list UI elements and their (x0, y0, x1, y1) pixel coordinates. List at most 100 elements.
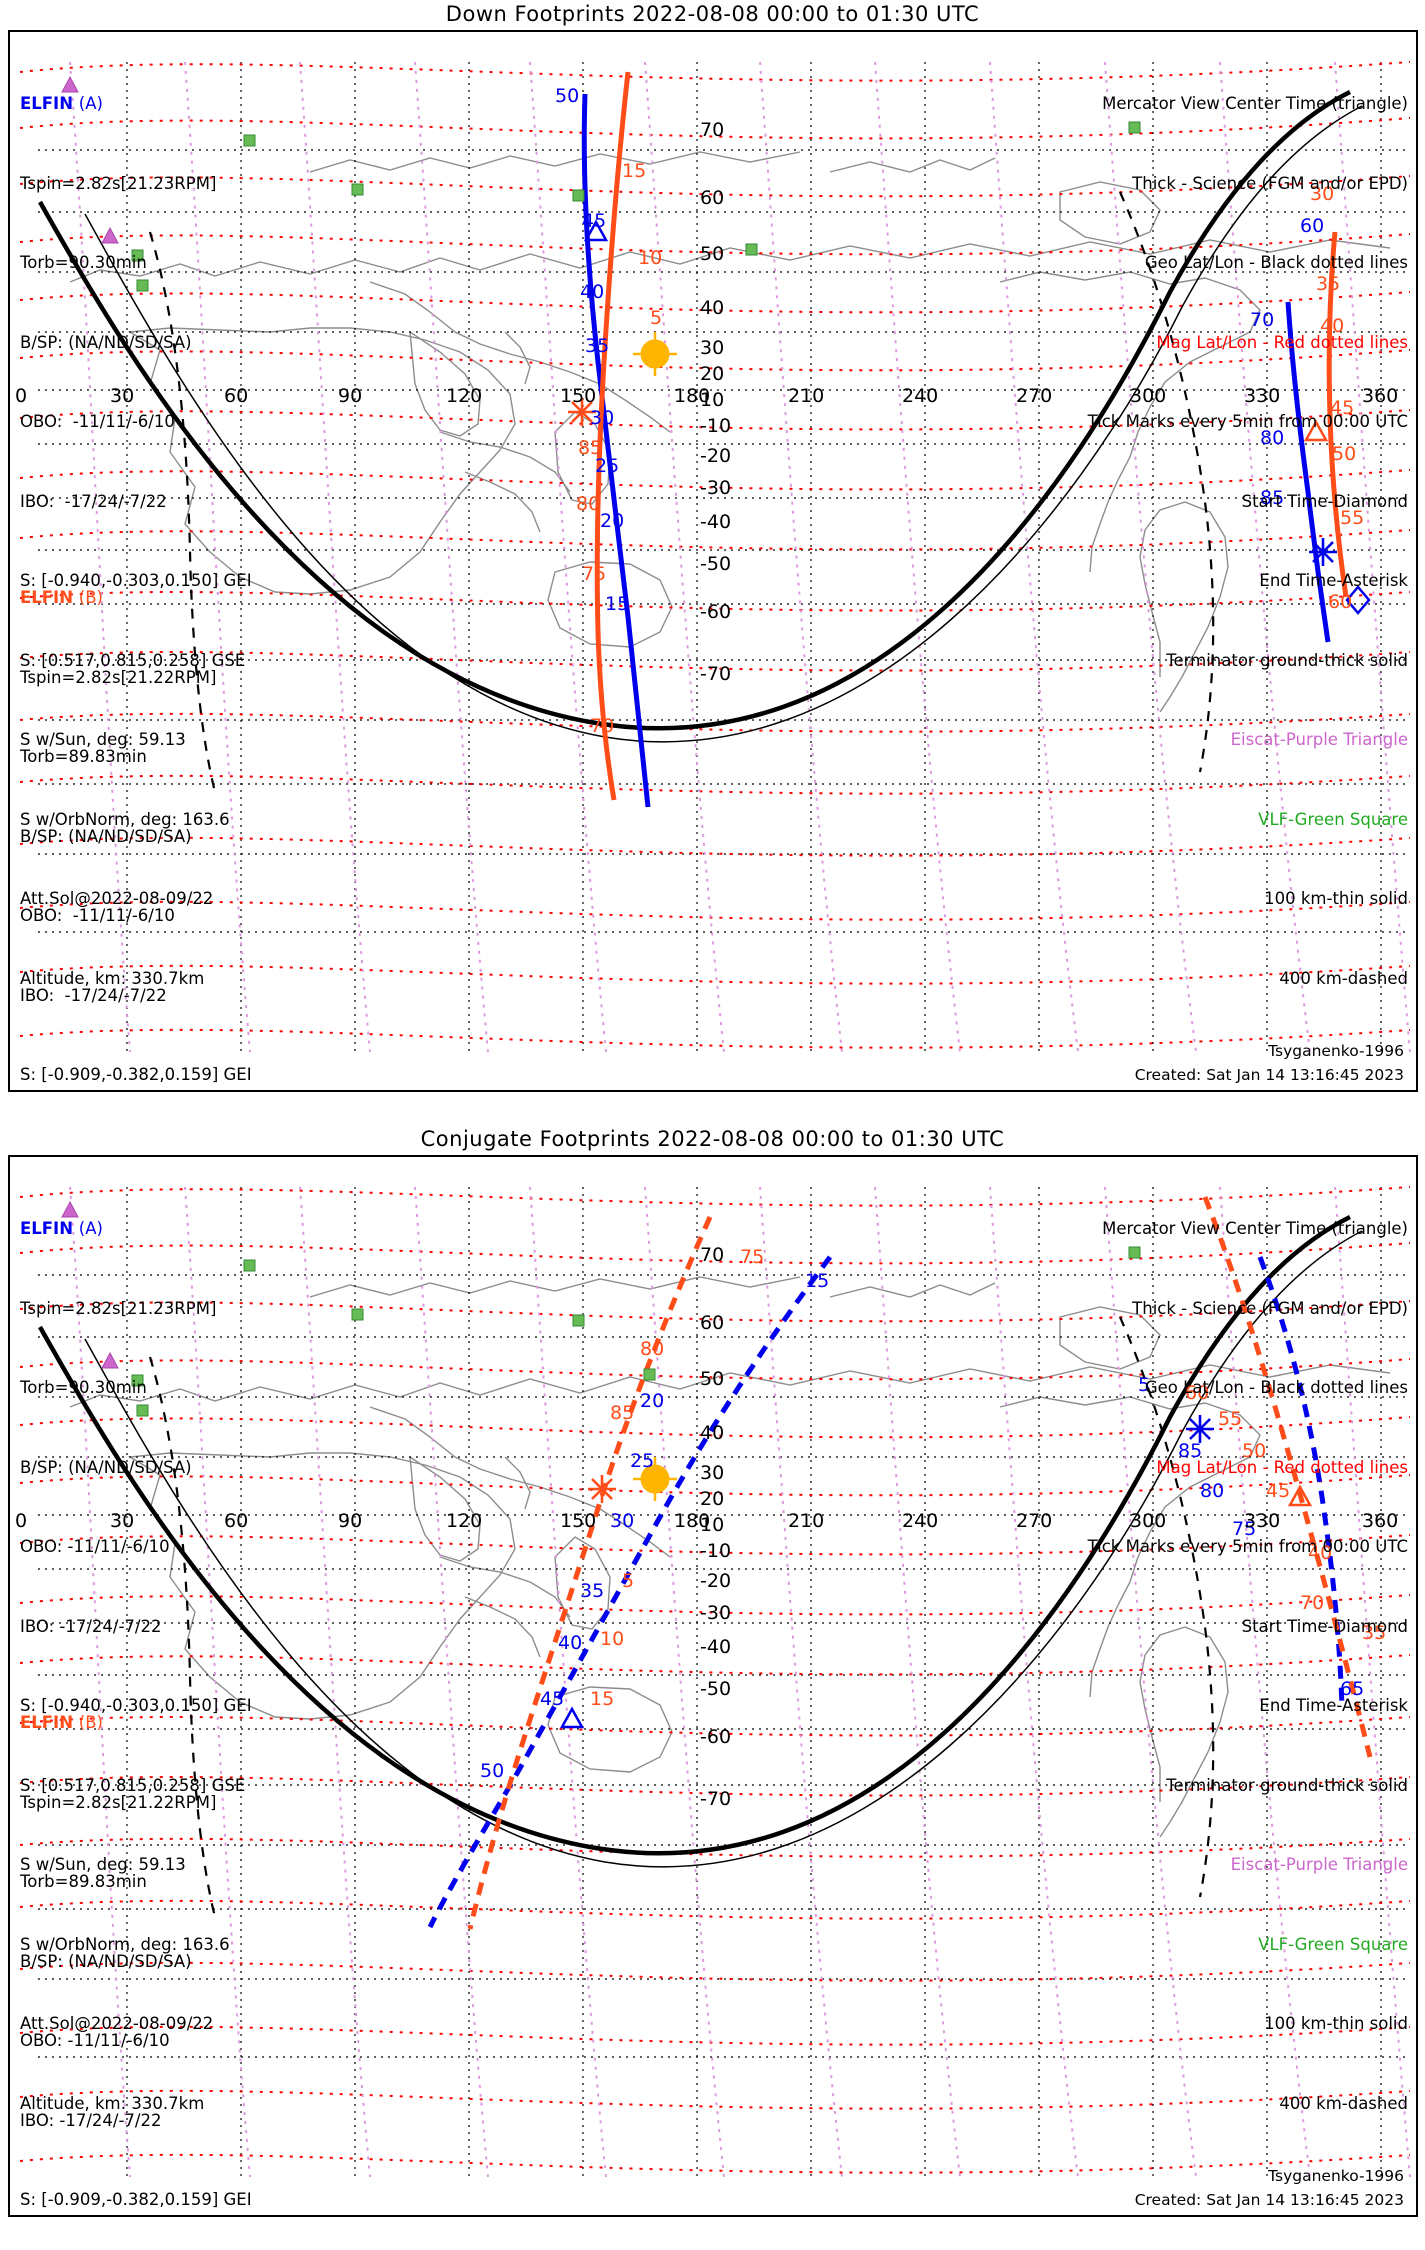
terminator-ground-2 (38, 1214, 1352, 1856)
svg-text:50: 50 (700, 1368, 724, 1390)
elfin-a-c-line-4: IBO: -17/24/-7/22 (20, 1616, 162, 1636)
map-plot-down[interactable]: 50 45 40 35 30 25 20 15 70 80 85 60 15 10 5 85 8… (8, 30, 1418, 1092)
svg-text:5: 5 (650, 307, 662, 329)
elfin-a-c-line-3: OBO: -11/11/-6/10 (20, 1537, 170, 1556)
terminator-ground (38, 89, 1352, 731)
svg-text:40: 40 (580, 281, 604, 303)
svg-text:70: 70 (1250, 309, 1274, 331)
elfin-a-c-line-5: S: [-0.940,-0.303,0.150] GEI (20, 1696, 252, 1715)
elfin-a-line-2: B/SP: (NA/ND/SD/SA) (20, 332, 192, 352)
eiscat-station-icon (61, 75, 119, 244)
svg-text:20: 20 (700, 1488, 724, 1510)
svg-text:45: 45 (1266, 1480, 1290, 1502)
elfin-b-header-2: ELFIN (B) (20, 1713, 103, 1732)
legend-c-item-4: Tick Marks every 5min from 00:00 UTC (1087, 1537, 1408, 1556)
legend-item-8: Eiscat-Purple Triangle (1230, 730, 1408, 749)
svg-text:25: 25 (630, 1450, 654, 1472)
legend-c-item-8: Eiscat-Purple Triangle (1230, 1855, 1408, 1874)
svg-text:210: 210 (788, 1510, 824, 1532)
svg-text:0: 0 (15, 385, 27, 407)
svg-text:-60: -60 (700, 1726, 731, 1748)
elfin-a-c-line-6: S: [0.517,0.815,0.258] GSE (20, 1775, 246, 1795)
elfin-a-info-conjugate: ELFIN (A) Tspin=2.82s[21.23RPM] Torb=90.… (20, 1163, 252, 2170)
svg-text:50: 50 (1332, 443, 1356, 465)
svg-text:70: 70 (700, 1244, 724, 1266)
svg-text:75: 75 (1232, 1518, 1256, 1540)
svg-text:50: 50 (480, 1760, 504, 1782)
svg-text:5: 5 (622, 1570, 634, 1592)
svg-text:85: 85 (1260, 487, 1284, 509)
legend-item-4: Tick Marks every 5min from 00:00 UTC (1087, 412, 1408, 431)
elfin-a-header-2: ELFIN (A) (20, 1219, 103, 1238)
svg-text:55: 55 (1340, 507, 1364, 529)
svg-text:5: 5 (1138, 1374, 1150, 1396)
svg-text:180: 180 (674, 385, 710, 407)
svg-text:80: 80 (1200, 1480, 1224, 1502)
legend-item-9: VLF-Green Square (1258, 809, 1408, 829)
elfin-a-header: ELFIN (A) (20, 94, 103, 113)
svg-text:15: 15 (805, 1270, 829, 1292)
elfin-a-track (581, 93, 651, 808)
svg-text:35: 35 (1316, 273, 1340, 295)
terminator-400km-3 (148, 1356, 217, 1918)
svg-text:50: 50 (700, 243, 724, 265)
svg-text:40: 40 (1308, 1542, 1332, 1564)
elfin-b-track-2 (1326, 231, 1349, 598)
svg-text:90: 90 (338, 385, 362, 407)
elfin-a-c-line-2: B/SP: (NA/ND/SD/SA) (20, 1457, 192, 1477)
svg-text:15: 15 (622, 160, 646, 182)
svg-text:80: 80 (576, 493, 600, 515)
svg-text:50: 50 (555, 85, 579, 107)
y-axis-tick-labels-2: 70 60 50 40 30 20 10 -10 -20 -30 -40 -50 -60 -… (700, 1244, 731, 1810)
terminator-400km (148, 231, 217, 793)
model-credit-conjugate: Tsyganenko-1996 (1268, 2167, 1404, 2185)
elfin-b-line-3: OBO: -11/11/-6/10 (20, 906, 175, 925)
legend-c-item-0: Mercator View Center Time (triangle) (1102, 1219, 1408, 1238)
elfin-a-line-7: S w/Sun, deg: 59.13 (20, 730, 186, 749)
svg-text:70: 70 (590, 715, 614, 737)
svg-text:70: 70 (700, 119, 724, 141)
subsolar-sun-icon-2 (633, 1457, 677, 1501)
elfin-b-line-1: Torb=89.83min (20, 747, 147, 766)
svg-text:360: 360 (1362, 385, 1398, 407)
legend-item-3: Mag Lat/Lon - Red dotted lines (1156, 332, 1408, 352)
svg-text:30: 30 (610, 1510, 634, 1532)
legend-item-0: Mercator View Center Time (triangle) (1102, 94, 1408, 113)
svg-text:20: 20 (700, 363, 724, 385)
legend-item-6: End Time-Asterisk (1259, 571, 1408, 590)
center-time-triangle-a-2 (559, 1706, 585, 1729)
map-plot-conjugate[interactable]: 15 20 25 30 35 40 45 50 5 85 80 75 65 75 80 85 5… (8, 1155, 1418, 2217)
svg-text:-40: -40 (700, 1636, 731, 1658)
svg-text:40: 40 (700, 1422, 724, 1444)
start-time-cross-b-2 (588, 1475, 616, 1503)
svg-text:60: 60 (224, 385, 248, 407)
svg-text:45: 45 (582, 210, 606, 232)
elfin-a-conjugate-track-2 (1257, 1256, 1345, 1708)
svg-text:45: 45 (540, 1688, 564, 1710)
svg-text:40: 40 (1320, 315, 1344, 337)
x-axis-tick-labels: 0 30 60 90 120 150 180 210 240 270 300 330 360 (15, 385, 1398, 407)
svg-text:60: 60 (1328, 591, 1352, 613)
elfin-b-line-0: Tspin=2.82s[21.22RPM] (20, 667, 217, 687)
svg-text:35: 35 (1362, 1622, 1386, 1644)
svg-text:10: 10 (600, 1628, 624, 1650)
elfin-b-line-5: S: [-0.909,-0.382,0.159] GEI (20, 1065, 252, 1084)
elfin-b-c-line-5: S: [-0.909,-0.382,0.159] GEI (20, 2190, 252, 2209)
svg-text:20: 20 (600, 510, 624, 532)
elfin-a-c-line-8: S w/OrbNorm, deg: 163.6 (20, 1934, 230, 1954)
svg-text:30: 30 (110, 1510, 134, 1532)
legend-c-item-9: VLF-Green Square (1258, 1934, 1408, 1954)
elfin-b-c-line-1: Torb=89.83min (20, 1872, 147, 1891)
panel-title-down: Down Footprints 2022-08-08 00:00 to 01:3… (445, 2, 980, 26)
elfin-a-track-2 (1285, 301, 1331, 643)
elfin-a-c-line-1: Torb=90.30min (20, 1378, 147, 1397)
svg-text:35: 35 (585, 335, 609, 357)
legend-c-item-1: Thick - Science (FGM and/or EPD) (1132, 1298, 1408, 1318)
y-axis-tick-labels: 70 60 50 40 30 20 10 -10 -20 -30 -40 -50 -60 -… (700, 119, 731, 685)
svg-text:80: 80 (640, 1338, 664, 1360)
svg-text:85: 85 (610, 1402, 634, 1424)
svg-text:75: 75 (582, 563, 606, 585)
svg-text:-60: -60 (700, 601, 731, 623)
